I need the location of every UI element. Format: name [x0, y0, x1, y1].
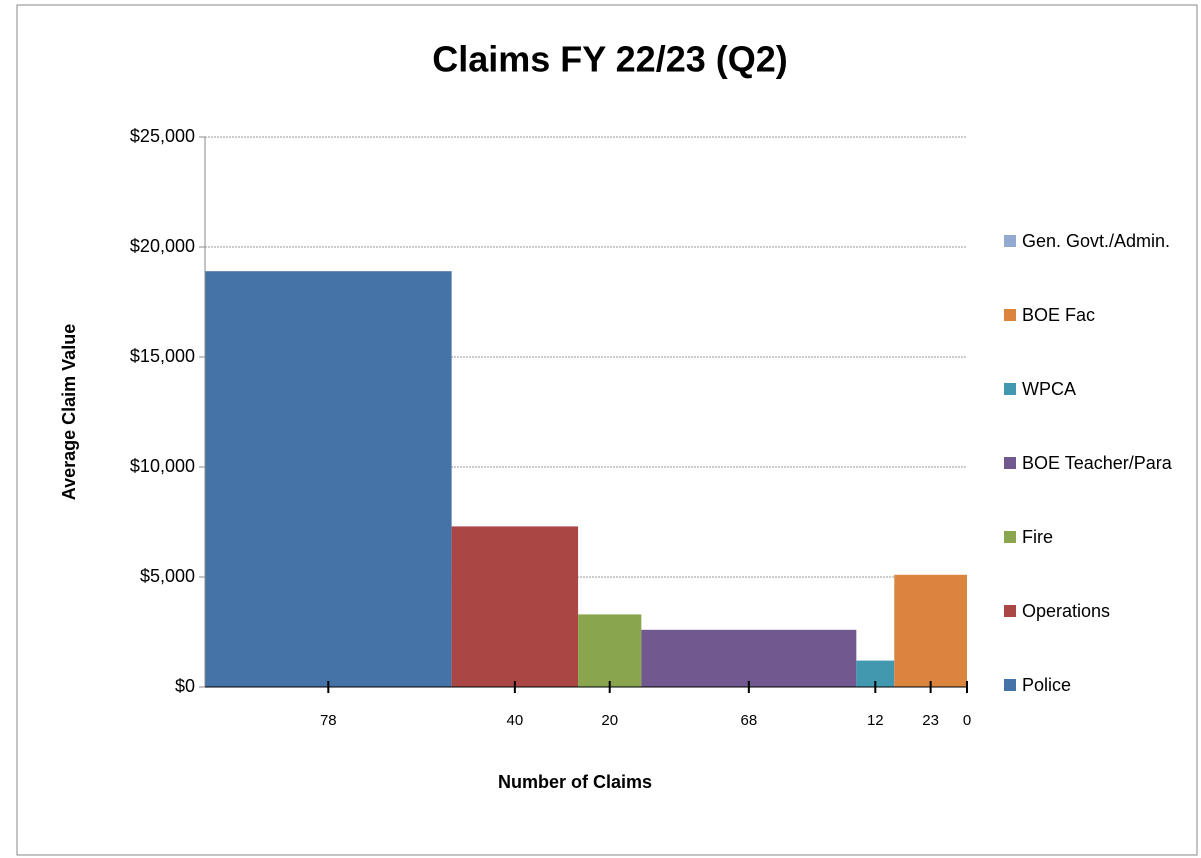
legend-entry: WPCA: [1004, 376, 1201, 402]
x-tick-label: 0: [963, 712, 971, 729]
legend-label: BOE Teacher/Para: [1022, 453, 1172, 473]
bar: [578, 614, 642, 687]
bar: [641, 629, 857, 687]
legend-swatch: [1004, 605, 1016, 617]
y-tick-label: $15,000: [130, 346, 195, 366]
legend-entry: Police: [1004, 672, 1201, 698]
legend-swatch: [1004, 235, 1016, 247]
x-tick-label: 40: [507, 712, 524, 729]
legend-entry: BOE Teacher/Para: [1004, 450, 1201, 476]
y-tick-label: $25,000: [130, 126, 195, 146]
legend-label: Police: [1022, 675, 1072, 695]
x-tick-label: 78: [320, 712, 337, 729]
y-tick-label: $20,000: [130, 236, 195, 256]
chart-title: Claims FY 22/23 (Q2): [432, 39, 788, 80]
legend-entry: Fire: [1004, 524, 1201, 550]
x-tick-label: 23: [922, 712, 939, 729]
legend-swatch: [1004, 457, 1016, 469]
bar: [894, 574, 967, 687]
legend-swatch: [1004, 531, 1016, 543]
y-axis-label: Average Claim Value: [59, 324, 79, 500]
y-tick-label: $5,000: [140, 566, 195, 586]
x-axis-label: Number of Claims: [498, 772, 652, 792]
legend-label: Gen. Govt./Admin.: [1022, 231, 1171, 251]
legend-label: Operations: [1022, 601, 1111, 621]
y-tick-label: $0: [175, 676, 195, 696]
legend-entry: Operations: [1004, 598, 1201, 624]
x-tick-label: 20: [601, 712, 618, 729]
legend-swatch: [1004, 383, 1016, 395]
legend-label: BOE Fac: [1022, 305, 1096, 325]
legend-swatch: [1004, 679, 1016, 691]
legend-entry: BOE Fac: [1004, 302, 1201, 328]
bar: [205, 271, 452, 687]
y-tick-label: $10,000: [130, 456, 195, 476]
bar: [451, 526, 579, 687]
legend-label: Fire: [1022, 527, 1053, 547]
legend-entry: Gen. Govt./Admin.: [1004, 228, 1201, 254]
legend-label: WPCA: [1022, 379, 1076, 399]
legend-swatch: [1004, 309, 1016, 321]
x-tick-label: 68: [740, 712, 757, 729]
x-tick-label: 12: [867, 712, 884, 729]
